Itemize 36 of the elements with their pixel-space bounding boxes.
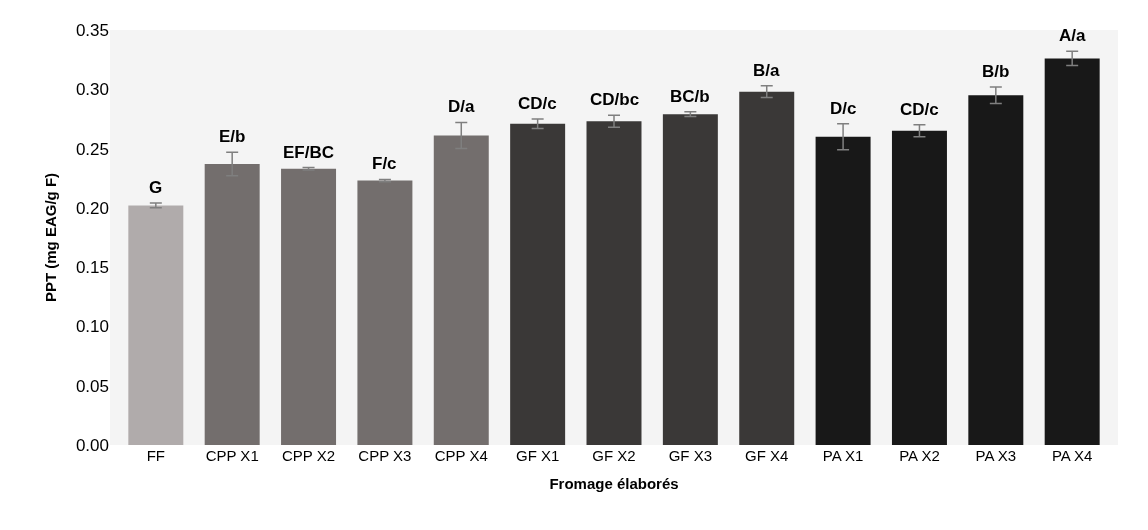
y-tick-label: 0.25 [75, 139, 109, 159]
data-label: B/a [753, 61, 780, 80]
x-tick-label: PA X2 [899, 447, 940, 464]
x-tick-label: PA X4 [1051, 447, 1093, 464]
x-tick-label: PA X1 [822, 447, 864, 464]
data-label: G [149, 178, 163, 197]
data-label: F/c [372, 154, 397, 173]
data-label: CD/c [900, 100, 939, 119]
data-label: B/b [982, 62, 1010, 81]
x-tick-label: GF X3 [668, 447, 713, 464]
x-tick-label: CPP X2 [282, 447, 336, 464]
x-axis-title: Fromage élaborés [549, 475, 679, 492]
data-label: A/a [1059, 26, 1086, 45]
data-label: BC/b [670, 87, 710, 106]
x-tick-label: FF [146, 447, 165, 464]
data-label: CD/c [518, 94, 557, 113]
data-label: D/a [448, 97, 475, 116]
y-axis-title: PPT (mg EAG/g F) [42, 172, 60, 303]
x-tick-label: CPP X1 [205, 447, 259, 464]
x-tick-label: GF X1 [515, 447, 560, 464]
y-tick-label: 0.00 [75, 435, 109, 455]
x-tick-label: GF X2 [592, 447, 636, 464]
x-tick-label: PA X3 [975, 447, 1017, 464]
x-tick-label: CPP X4 [434, 447, 488, 464]
data-label: CD/bc [590, 90, 640, 109]
y-tick-label: 0.30 [75, 80, 109, 100]
y-tick-label: 0.05 [75, 376, 109, 396]
y-tick-label: 0.10 [75, 317, 109, 337]
data-label: D/c [830, 99, 857, 118]
x-tick-label: GF X4 [745, 447, 789, 464]
data-label: E/b [219, 127, 246, 146]
x-tick-label: CPP X3 [358, 447, 412, 464]
y-tick-label: 0.20 [75, 198, 109, 218]
y-tick-label: 0.35 [75, 20, 109, 40]
data-label: EF/BC [283, 143, 334, 162]
y-tick-label: 0.15 [75, 258, 109, 278]
